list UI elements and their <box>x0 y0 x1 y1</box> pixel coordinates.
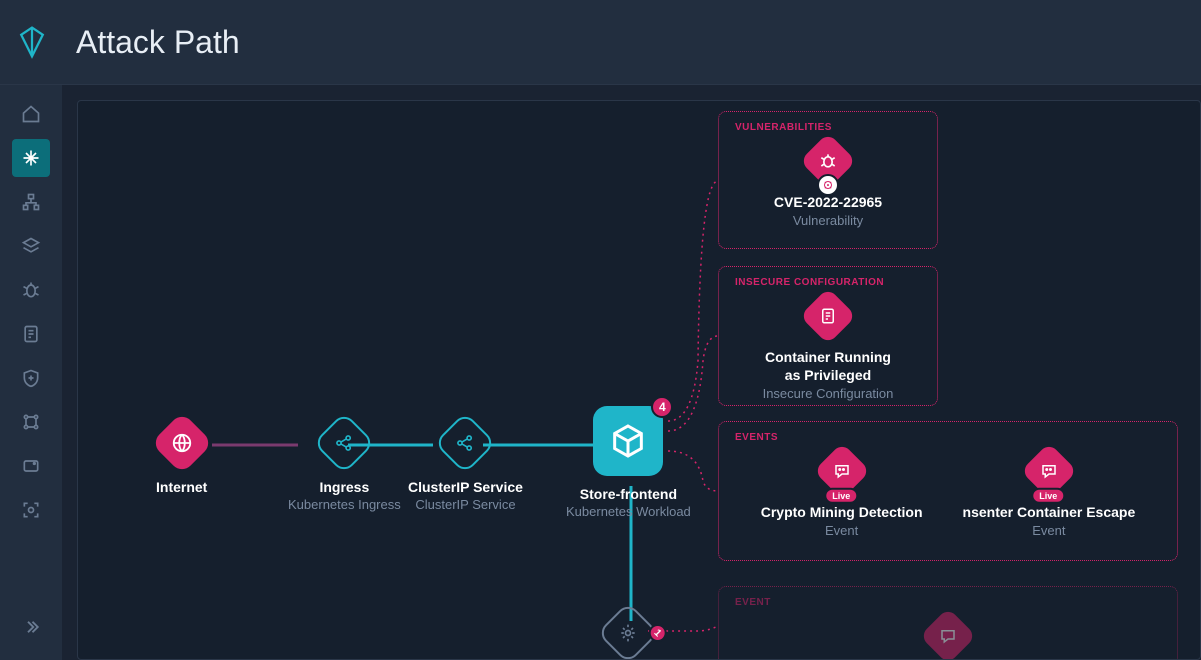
node-subtitle: ClusterIP Service <box>415 497 515 512</box>
share-icon <box>313 412 375 474</box>
doc-icon <box>800 288 857 345</box>
bug-icon[interactable] <box>12 271 50 309</box>
vuln-item[interactable]: CVE-2022-22965 Vulnerability <box>774 137 882 228</box>
event-item[interactable]: Live nsenter Container Escape Event <box>963 447 1136 538</box>
node-title: ClusterIP Service <box>408 479 523 495</box>
item-title: nsenter Container Escape <box>963 503 1136 521</box>
sidebar <box>0 85 62 660</box>
chat-icon: Live <box>813 443 870 500</box>
node-ingress[interactable]: Ingress Kubernetes Ingress <box>288 421 401 512</box>
event-item[interactable] <box>928 612 968 656</box>
logo-icon <box>14 24 50 60</box>
live-badge: Live <box>1031 488 1065 504</box>
scan-icon[interactable] <box>12 491 50 529</box>
chat-icon: Live <box>1021 443 1078 500</box>
node-internet[interactable]: Internet <box>156 421 207 495</box>
node-subtitle: Kubernetes Ingress <box>288 497 401 512</box>
node-title: Internet <box>156 479 207 495</box>
count-badge: 4 <box>651 396 673 418</box>
panel-label: Vulnerabilities <box>735 122 921 133</box>
count-badge: 1 <box>645 620 670 645</box>
live-badge: Live <box>824 488 858 504</box>
panel-insecure-config[interactable]: Insecure Configuration Container Running… <box>718 266 938 406</box>
panel-vulnerabilities[interactable]: Vulnerabilities CVE-2022-22965 Vulnerabi… <box>718 111 938 249</box>
target-icon <box>817 174 839 196</box>
event-item[interactable]: Live Crypto Mining Detection Event <box>761 447 923 538</box>
expand-sidebar-icon[interactable] <box>12 608 50 646</box>
shield-icon[interactable] <box>12 359 50 397</box>
panel-event-2[interactable]: Event <box>718 586 1178 660</box>
report-icon[interactable] <box>12 315 50 353</box>
globe-icon <box>151 412 213 474</box>
container-icon[interactable] <box>12 447 50 485</box>
diagram-canvas[interactable]: Internet Ingress Kubernetes Ingress Clus… <box>77 100 1201 660</box>
panel-label: Insecure Configuration <box>735 277 921 288</box>
main: Internet Ingress Kubernetes Ingress Clus… <box>62 85 1201 660</box>
panel-label: Events <box>735 432 1161 443</box>
node-store-frontend[interactable]: 4 Store-frontend Kubernetes Workload <box>566 406 691 519</box>
item-subtitle: Event <box>1032 523 1065 538</box>
layers-icon[interactable] <box>12 227 50 265</box>
attack-path-icon[interactable] <box>12 139 50 177</box>
page-title: Attack Path <box>76 24 240 61</box>
item-subtitle: Vulnerability <box>793 213 863 228</box>
item-subtitle: Insecure Configuration <box>763 386 894 401</box>
sitemap-icon[interactable] <box>12 183 50 221</box>
node-title: Ingress <box>319 479 369 495</box>
node-clusterip[interactable]: ClusterIP Service ClusterIP Service <box>408 421 523 512</box>
header: Attack Path <box>0 0 1201 85</box>
chat-icon <box>920 608 977 660</box>
panel-events[interactable]: Events Live Crypto Mining Detection Even… <box>718 421 1178 561</box>
item-title: Container Running as Privileged <box>765 348 891 384</box>
node-title: Store-frontend <box>580 486 677 502</box>
node-child[interactable]: 1 <box>606 611 650 655</box>
edges-layer <box>78 101 1200 659</box>
graph-icon[interactable] <box>12 403 50 441</box>
node-subtitle: Kubernetes Workload <box>566 504 691 519</box>
panel-label: Event <box>735 597 1161 608</box>
item-subtitle: Event <box>825 523 858 538</box>
bug-icon <box>800 133 857 190</box>
share-icon <box>434 412 496 474</box>
config-item[interactable]: Container Running as Privileged Insecure… <box>763 292 894 401</box>
home-icon[interactable] <box>12 95 50 133</box>
cube-icon: 4 <box>593 406 663 476</box>
item-title: Crypto Mining Detection <box>761 503 923 521</box>
gear-icon: 1 <box>597 602 659 660</box>
